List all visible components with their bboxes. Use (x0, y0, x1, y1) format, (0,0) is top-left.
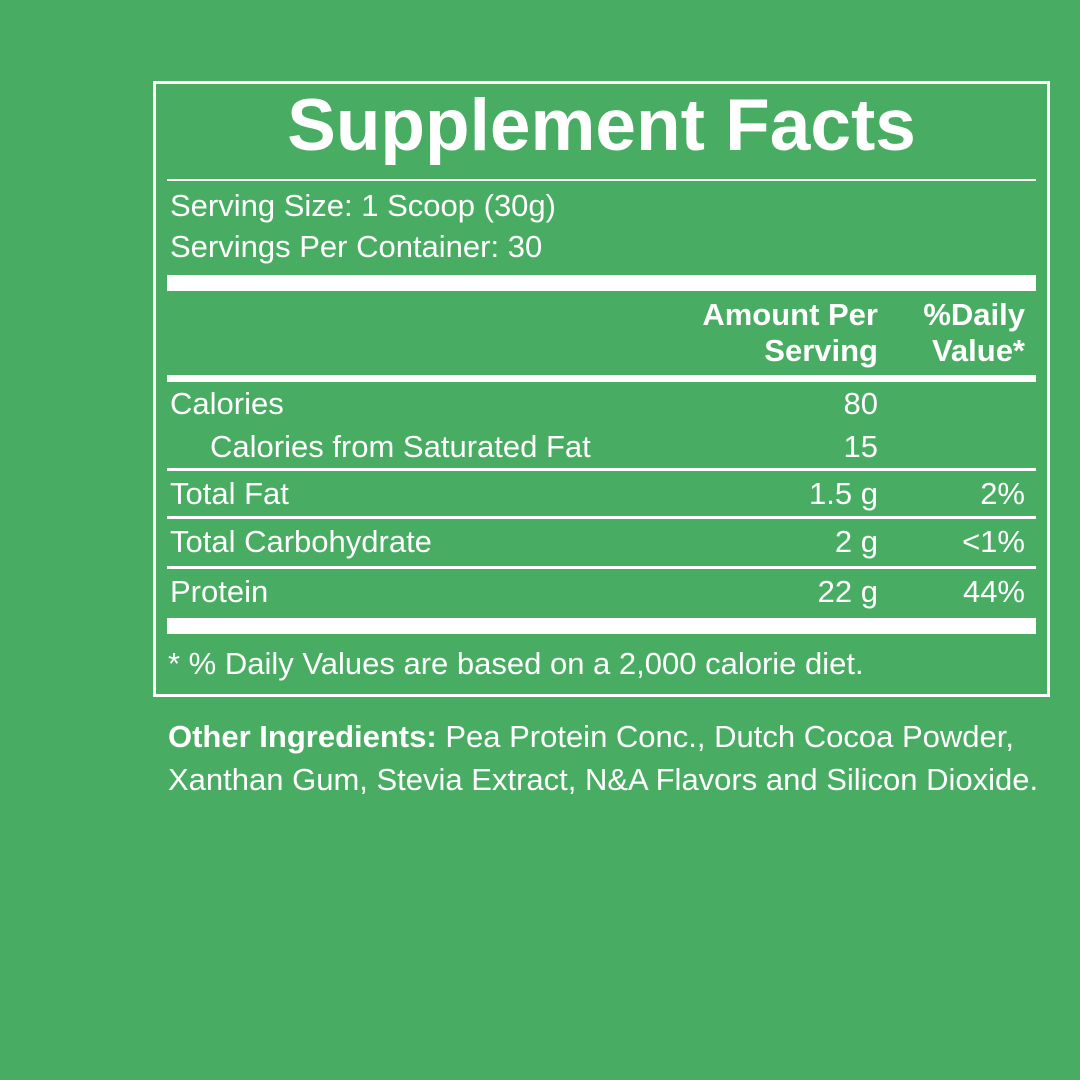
header-amount-per-serving: Amount Per Serving (620, 297, 878, 369)
row-dv-total-fat: 2% (980, 476, 1025, 511)
row-amount-calories: 80 (843, 386, 878, 421)
other-ingredients: Other Ingredients: Pea Protein Conc., Du… (168, 715, 1048, 801)
row-dv-total-carbohydrate: <1% (962, 524, 1025, 559)
row-name-calories-sat-fat: Calories from Saturated Fat (210, 429, 591, 464)
header-amount-line1: Amount Per (702, 297, 878, 332)
header-daily-value: %Daily Value* (880, 297, 1025, 369)
divider-thick-bottom (167, 618, 1036, 634)
divider-thick-top (167, 275, 1036, 291)
header-dv-line1: %Daily (923, 297, 1025, 332)
panel-title: Supplement Facts (287, 85, 916, 166)
row-name-protein: Protein (170, 574, 269, 609)
serving-size: Serving Size: 1 Scoop (30g) (170, 188, 556, 223)
row-name-total-fat: Total Fat (170, 476, 289, 511)
divider-thin-top (167, 179, 1036, 181)
row-amount-protein: 22 g (817, 574, 878, 609)
row-amount-calories-sat-fat: 15 (843, 429, 878, 464)
other-ingredients-label: Other Ingredients: (168, 719, 437, 754)
header-dv-line2: Value* (931, 333, 1025, 368)
header-amount-line2: Serving (764, 333, 878, 368)
row-name-total-carbohydrate: Total Carbohydrate (170, 524, 432, 559)
divider-row (167, 566, 1036, 569)
row-dv-protein: 44% (962, 574, 1025, 609)
row-name-calories: Calories (170, 386, 284, 421)
row-amount-total-fat: 1.5 g (809, 476, 878, 511)
divider-row (167, 516, 1036, 519)
row-amount-total-carbohydrate: 2 g (834, 524, 878, 559)
divider-row (167, 468, 1036, 471)
footnote: * % Daily Values are based on a 2,000 ca… (168, 646, 864, 681)
servings-per-container: Servings Per Container: 30 (170, 229, 543, 264)
divider-medium (167, 375, 1036, 382)
supplement-facts-panel (153, 81, 1050, 697)
other-ingredients-text: Pea Protein Conc., Dutch Cocoa Powder, X… (168, 719, 1039, 797)
